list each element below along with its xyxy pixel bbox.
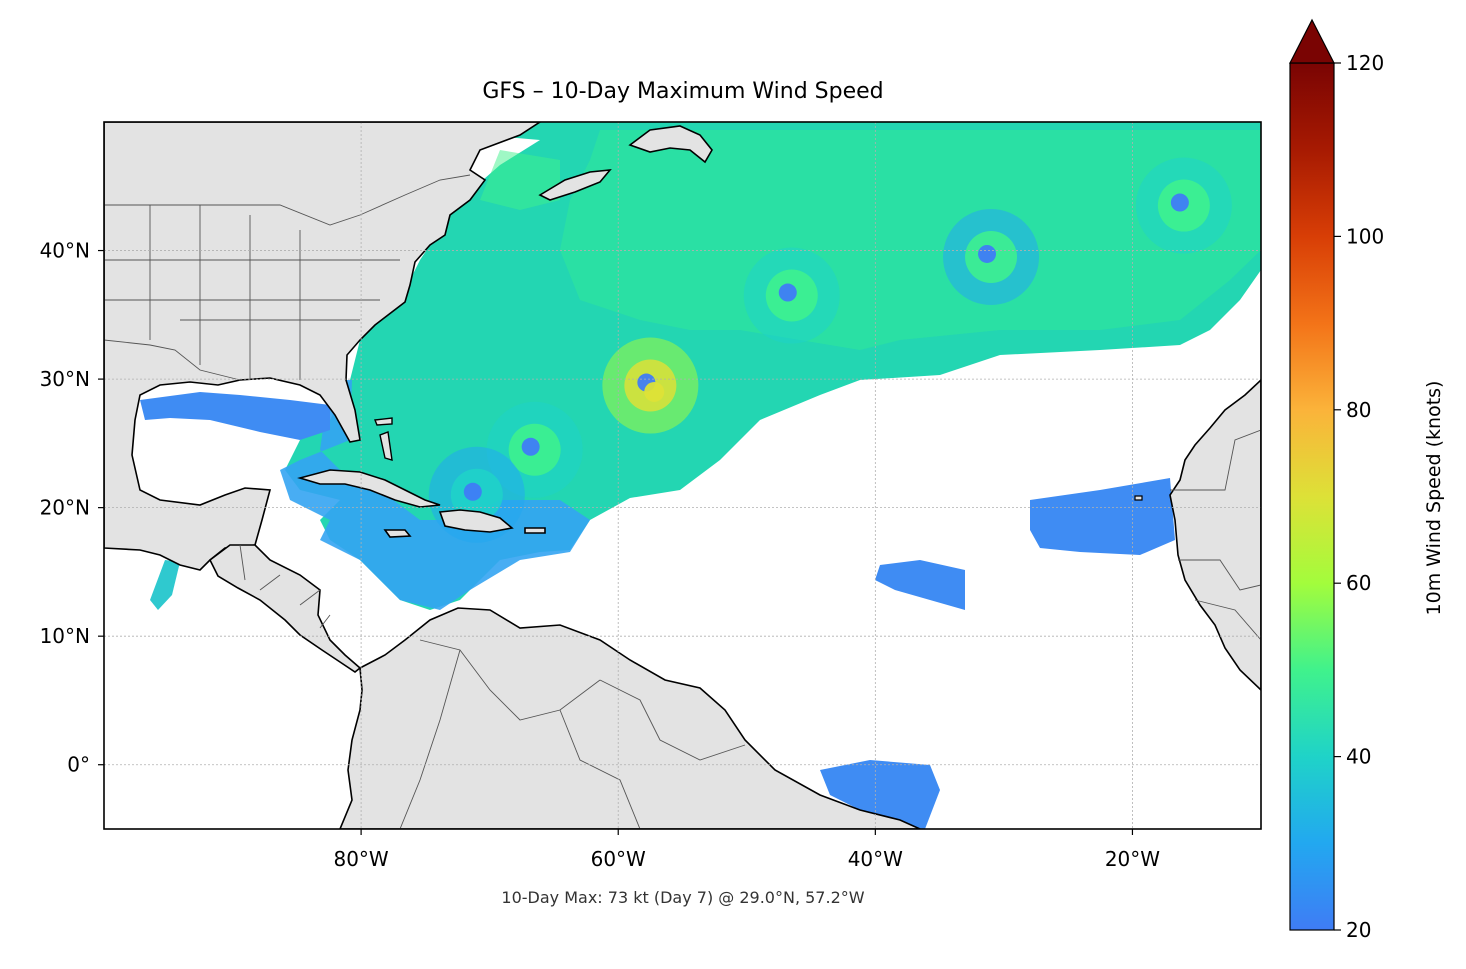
colorbar-tick-label: 80: [1346, 398, 1371, 422]
storm-eye: [1170, 193, 1189, 212]
lat-tick-label: 20°N: [40, 496, 90, 520]
south-america-land: [339, 607, 921, 829]
wind-field-pacific-patch: [150, 560, 180, 610]
cuba-land: [297, 469, 441, 508]
africa-borders: [1170, 429, 1261, 641]
storm-signature: [943, 208, 1040, 305]
lat-tick-label: 10°N: [40, 624, 90, 648]
lat-tick-label: 0°: [67, 753, 90, 777]
storm-eye: [778, 283, 797, 302]
wind-field-core-belt: [560, 130, 1261, 350]
latitude-axis: 40°N 30°N 20°N 10°N 0°: [40, 239, 104, 777]
longitude-axis: 80°W 60°W 40°W 20°W: [333, 829, 1160, 871]
colorbar: 20 40 60 80 100 120 10m Wind Speed (knots): [1289, 18, 1445, 942]
colorbar-label: 10m Wind Speed (knots): [1423, 381, 1445, 616]
colorbar-gradient: [1289, 62, 1335, 931]
hispaniola-land: [438, 509, 514, 533]
lon-tick-label: 80°W: [333, 847, 388, 871]
colorbar-tick-label: 120: [1346, 51, 1384, 75]
storm-signature: [743, 247, 840, 344]
storm-eye: [521, 437, 540, 456]
jamaica-land: [383, 529, 412, 538]
wind-field-central-patch: [875, 560, 965, 610]
greenland-tip-land: [628, 125, 713, 164]
colorbar-tick-label: 60: [1346, 571, 1371, 595]
south-america-borders: [399, 639, 746, 829]
puerto-rico-land: [524, 527, 546, 534]
us-mexico-border: [104, 339, 241, 381]
storm-signature: [1135, 157, 1232, 254]
map-title: GFS – 10-Day Maximum Wind Speed: [482, 79, 883, 104]
storm-eye: [978, 244, 997, 263]
africa-land: [1169, 378, 1261, 692]
lon-tick-label: 60°W: [591, 847, 646, 871]
lon-tick-label: 40°W: [848, 847, 903, 871]
lat-tick-label: 30°N: [40, 367, 90, 391]
lon-tick-label: 20°W: [1105, 847, 1160, 871]
bahamas-land: [374, 417, 393, 461]
canary-islands-land: [1134, 495, 1143, 501]
wind-field-south-patch: [820, 760, 940, 829]
storm-eye: [463, 482, 482, 501]
colorbar-tick-label: 40: [1346, 745, 1371, 769]
wind-field-blue-fringe: [280, 380, 590, 610]
map-gridlines: [104, 122, 1261, 829]
map-border: [103, 121, 1262, 830]
colorbar-ticks: 20 40 60 80 100 120: [1334, 51, 1384, 942]
colorbar-tick-label: 100: [1346, 224, 1384, 248]
wind-field-gulf: [140, 392, 330, 440]
max-wind-caption: 10-Day Max: 73 kt (Day 7) @ 29.0°N, 57.2…: [501, 888, 864, 907]
map-panel: [104, 122, 1261, 829]
country-borders: [104, 174, 1261, 829]
central-america-borders: [239, 544, 331, 629]
us-state-lines: [104, 205, 400, 380]
us-canada-border: [104, 174, 471, 226]
colorbar-extend-arrow: [1289, 18, 1335, 64]
storm-signatures: [428, 157, 1232, 543]
newfoundland-land: [538, 169, 612, 201]
max-wind-core: [644, 381, 665, 402]
colorbar-tick-label: 20: [1346, 918, 1371, 942]
land-layer: [104, 122, 1261, 829]
lat-tick-label: 40°N: [40, 239, 90, 263]
max-wind-marker: [644, 381, 665, 402]
